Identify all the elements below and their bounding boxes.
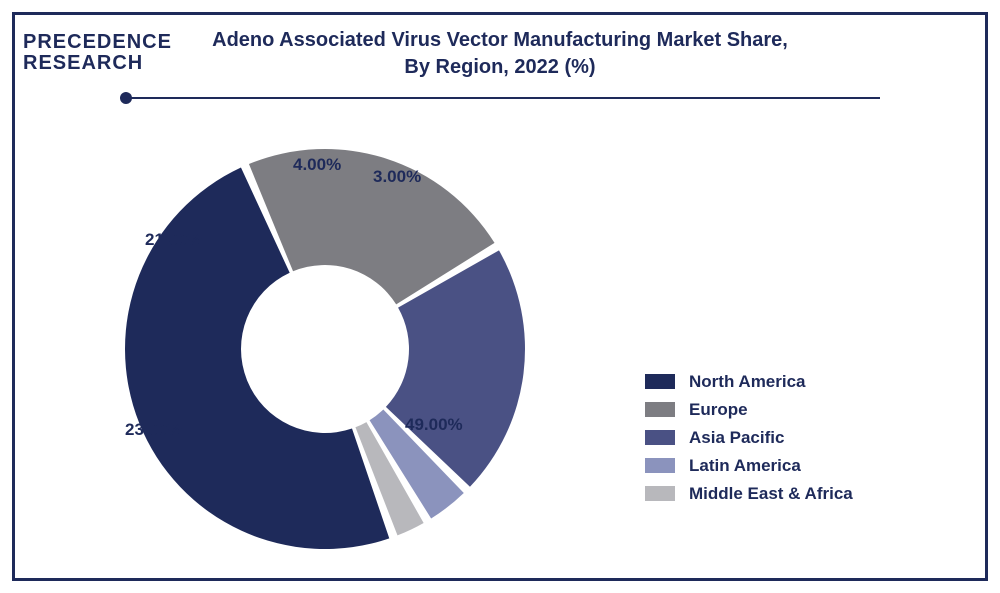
divider-line [130,97,880,99]
legend-swatch-icon [645,458,675,473]
legend-swatch-icon [645,486,675,501]
donut-svg [115,139,535,559]
logo-line1: PRECEDENCE [23,32,153,53]
chart-frame: PRECEDENCE RESEARCH Adeno Associated Vir… [12,12,988,581]
legend-label: Asia Pacific [689,428,784,448]
legend-item: Asia Pacific [645,428,985,448]
content-area: 49.00% 23.00% 21.00% 4.00% 3.00% North Ameri… [15,125,985,578]
donut-chart: 49.00% 23.00% 21.00% 4.00% 3.00% [15,125,635,578]
slice-value-label: 23.00% [125,420,183,440]
title-line-2: By Region, 2022 (%) [15,54,985,81]
logo-line2: RESEARCH [23,53,153,74]
legend-item: North America [645,372,985,392]
legend-item: Latin America [645,456,985,476]
legend-label: Europe [689,400,748,420]
legend-label: Middle East & Africa [689,484,853,504]
legend-item: Europe [645,400,985,420]
legend-label: North America [689,372,806,392]
slice-value-label: 4.00% [293,155,341,175]
slice-value-label: 49.00% [405,415,463,435]
legend-swatch-icon [645,402,675,417]
slice-value-label: 21.00% [145,230,203,250]
slice-value-label: 3.00% [373,167,421,187]
brand-logo: PRECEDENCE RESEARCH [23,23,153,83]
legend-swatch-icon [645,430,675,445]
title-divider [120,91,880,105]
legend-label: Latin America [689,456,801,476]
legend-swatch-icon [645,374,675,389]
legend-item: Middle East & Africa [645,484,985,504]
legend: North America Europe Asia Pacific Latin Ame… [635,192,985,512]
